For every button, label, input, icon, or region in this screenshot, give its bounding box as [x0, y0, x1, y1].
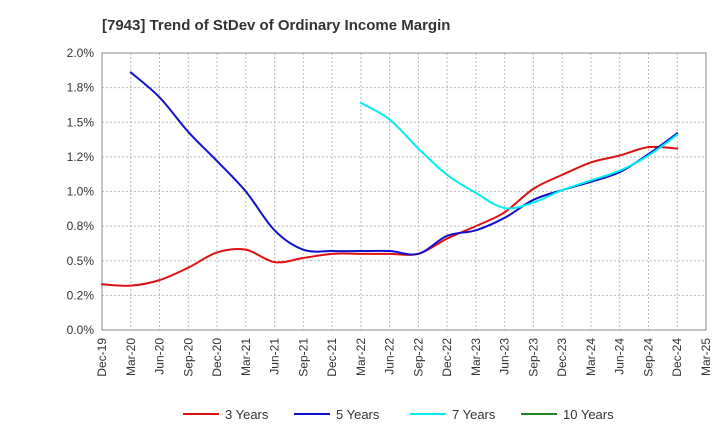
- x-tick-label: Mar-22: [354, 338, 368, 376]
- x-tick-label: Sep-21: [296, 338, 310, 377]
- legend-label: 3 Years: [225, 407, 269, 422]
- x-tick-label: Dec-23: [555, 338, 569, 377]
- y-tick-label: 0.8%: [67, 219, 95, 233]
- x-axis: Dec-19 Mar-20 Jun-20 Sep-20 Dec-20 Mar-21 Jun-…: [95, 338, 713, 377]
- legend-item: 5 Years: [294, 407, 380, 422]
- legend-label: 10 Years: [563, 407, 614, 422]
- series-lines: [101, 71, 679, 287]
- y-tick-label: 1.5%: [67, 115, 95, 129]
- legend-label: 7 Years: [452, 407, 496, 422]
- x-tick-label: Jun-22: [383, 338, 397, 375]
- x-tick-label: Jun-21: [268, 338, 282, 375]
- x-tick-label: Mar-25: [699, 338, 713, 376]
- x-tick-label: Mar-24: [584, 338, 598, 376]
- x-tick-label: Mar-23: [469, 338, 483, 376]
- y-tick-label: 0.5%: [67, 254, 95, 268]
- y-tick-label: 1.2%: [67, 150, 95, 164]
- legend-item: 3 Years: [183, 407, 269, 422]
- legend-item: 10 Years: [521, 407, 614, 422]
- x-tick-label: Sep-24: [641, 338, 655, 377]
- x-tick-label: Jun-23: [498, 338, 512, 375]
- x-tick-label: Mar-20: [124, 338, 138, 376]
- x-tick-label: Sep-20: [181, 338, 195, 377]
- y-tick-label: 1.8%: [67, 81, 95, 95]
- x-tick-label: Dec-21: [325, 338, 339, 377]
- y-tick-label: 0.2%: [67, 288, 95, 302]
- y-tick-label: 1.0%: [67, 185, 95, 199]
- legend-label: 5 Years: [336, 407, 380, 422]
- grid: [101, 52, 707, 331]
- legend: 3 Years 5 Years 7 Years 10 Years: [183, 407, 614, 422]
- series-line-3-years: [101, 145, 679, 287]
- plot-area: [101, 52, 707, 331]
- x-tick-label: Mar-21: [239, 338, 253, 376]
- x-tick-label: Dec-19: [95, 338, 109, 377]
- series-line-7-years: [359, 101, 679, 210]
- series-line-5-years: [129, 71, 679, 256]
- legend-item: 7 Years: [410, 407, 496, 422]
- y-tick-label: 2.0%: [67, 46, 95, 60]
- y-axis: 0.0% 0.2% 0.5% 0.8% 1.0% 1.2% 1.5% 1.8% 2.0%: [67, 46, 95, 337]
- x-tick-label: Dec-20: [210, 338, 224, 377]
- x-tick-label: Jun-20: [153, 338, 167, 375]
- x-tick-label: Dec-22: [440, 338, 454, 377]
- x-tick-label: Sep-23: [526, 338, 540, 377]
- chart-title: [7943] Trend of StDev of Ordinary Income…: [102, 17, 450, 34]
- x-tick-label: Dec-24: [670, 338, 684, 377]
- x-tick-label: Jun-24: [613, 338, 627, 375]
- y-tick-label: 0.0%: [67, 323, 95, 337]
- x-tick-label: Sep-22: [411, 338, 425, 377]
